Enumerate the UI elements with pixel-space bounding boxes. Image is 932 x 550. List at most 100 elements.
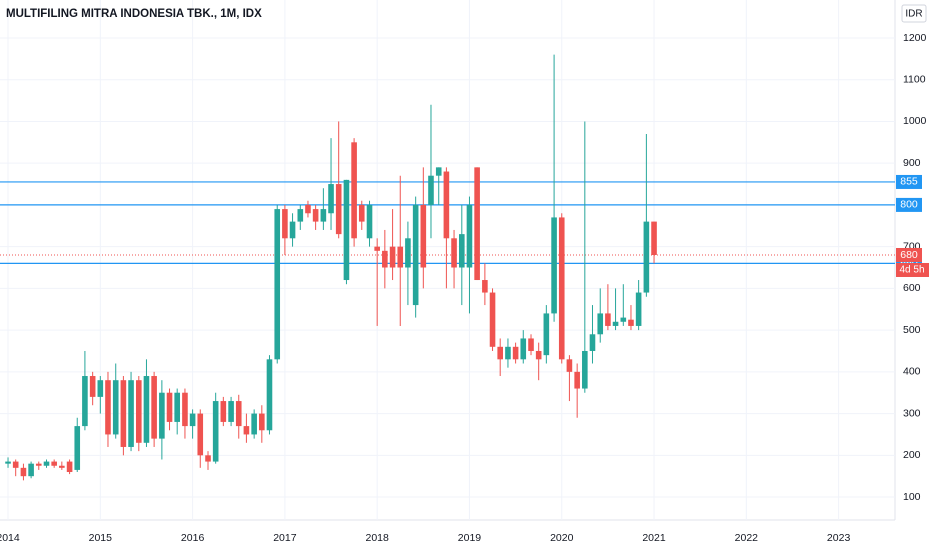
candle-body bbox=[589, 334, 596, 351]
y-tick-label: 100 bbox=[903, 491, 921, 503]
candle-body bbox=[20, 467, 27, 477]
candle-body bbox=[159, 392, 165, 439]
x-tick-label: 2017 bbox=[273, 532, 297, 544]
candle-body bbox=[620, 317, 627, 322]
candle-body bbox=[59, 465, 65, 468]
candle-body bbox=[189, 413, 196, 427]
y-tick-label: 600 bbox=[903, 282, 921, 294]
candle-body bbox=[305, 204, 311, 214]
x-tick-label: 2015 bbox=[89, 532, 113, 544]
candle-body bbox=[420, 204, 427, 268]
currency-box[interactable] bbox=[901, 4, 927, 23]
candle-body bbox=[135, 380, 142, 443]
y-tick-label: 900 bbox=[903, 157, 921, 169]
candle-body bbox=[558, 217, 565, 360]
axis-labels: 1002003004005006007008009001000110012002… bbox=[0, 32, 929, 544]
candle-body bbox=[274, 209, 281, 360]
candle-body bbox=[128, 380, 134, 447]
candle-body bbox=[312, 209, 319, 222]
candle-body bbox=[628, 319, 634, 326]
candle-body bbox=[235, 401, 242, 427]
candle-body bbox=[358, 204, 365, 222]
candle-body bbox=[520, 338, 527, 360]
candle-body bbox=[405, 238, 411, 268]
candle-body bbox=[435, 167, 442, 176]
y-tick-label: 1200 bbox=[903, 32, 927, 44]
x-tick-label: 2022 bbox=[735, 532, 759, 544]
level-label-box bbox=[896, 174, 922, 189]
candle-body bbox=[489, 292, 496, 347]
candle-body bbox=[12, 461, 19, 468]
y-tick-label: 1100 bbox=[903, 73, 926, 85]
x-tick-label: 2016 bbox=[181, 532, 205, 544]
candle-body bbox=[35, 463, 42, 466]
candle-body bbox=[105, 380, 111, 435]
candle-body bbox=[443, 171, 450, 239]
candle-body bbox=[389, 246, 396, 268]
x-tick-label: 2021 bbox=[642, 532, 666, 544]
candle-body bbox=[297, 209, 304, 222]
currency-label[interactable]: IDR bbox=[905, 9, 922, 20]
candle-body bbox=[366, 204, 373, 239]
candle-body bbox=[282, 209, 288, 239]
level-label-box bbox=[896, 197, 922, 212]
candle-body bbox=[482, 280, 488, 293]
candle-body bbox=[289, 221, 296, 239]
countdown-label: 4d 5h bbox=[899, 265, 924, 276]
candle-body bbox=[597, 313, 604, 335]
y-tick-label: 400 bbox=[903, 366, 921, 378]
candle-body bbox=[28, 463, 34, 477]
candle-body bbox=[574, 371, 580, 389]
candle-body bbox=[635, 292, 642, 326]
candle-body bbox=[612, 321, 619, 326]
candle-body bbox=[251, 413, 257, 435]
candle-body bbox=[112, 380, 119, 435]
candle-body bbox=[243, 426, 250, 435]
candle-body bbox=[474, 167, 480, 281]
candle-body bbox=[651, 221, 657, 255]
candle-body bbox=[466, 204, 473, 268]
candle-body bbox=[382, 250, 388, 268]
candle-body bbox=[497, 346, 503, 360]
candle-body bbox=[451, 238, 457, 268]
candle-body bbox=[428, 175, 434, 205]
candle-body bbox=[551, 217, 557, 314]
candle-body bbox=[97, 380, 104, 397]
candle-body bbox=[397, 246, 404, 268]
level-label: 855 bbox=[900, 176, 918, 188]
countdown-box bbox=[896, 262, 929, 277]
y-tick-label: 300 bbox=[903, 407, 921, 419]
candle-body bbox=[74, 426, 81, 470]
x-tick-label: 2018 bbox=[365, 532, 389, 544]
y-tick-label: 500 bbox=[903, 324, 921, 336]
candle-body bbox=[566, 359, 573, 372]
y-tick-label: 1000 bbox=[903, 115, 927, 127]
chart-title: MULTIFILING MITRA INDONESIA TBK., 1M, ID… bbox=[6, 8, 262, 20]
candle-body bbox=[512, 346, 519, 360]
candle-body bbox=[266, 359, 273, 431]
last-price-box bbox=[896, 247, 922, 262]
y-tick-label: 200 bbox=[903, 449, 921, 461]
candle-body bbox=[182, 392, 188, 427]
x-tick-label: 2019 bbox=[458, 532, 482, 544]
x-tick-label: 2023 bbox=[827, 532, 851, 544]
candle-body bbox=[335, 184, 342, 235]
candle-body bbox=[412, 204, 419, 306]
candle-body bbox=[143, 376, 150, 443]
candle-body bbox=[66, 461, 73, 473]
candle-body bbox=[351, 142, 357, 239]
candle-body bbox=[120, 380, 127, 447]
candle-body bbox=[582, 350, 588, 389]
candle-body bbox=[82, 376, 88, 427]
candle-body bbox=[228, 401, 234, 422]
candle-body bbox=[328, 184, 334, 214]
candle-body bbox=[543, 313, 550, 356]
grid bbox=[0, 0, 895, 520]
candle-body bbox=[166, 392, 173, 422]
last-price-label: 680 bbox=[900, 249, 918, 261]
candle-body bbox=[212, 401, 219, 462]
x-tick-label: 2014 bbox=[0, 532, 20, 544]
candle-body bbox=[343, 179, 350, 281]
candle-body bbox=[374, 246, 380, 251]
